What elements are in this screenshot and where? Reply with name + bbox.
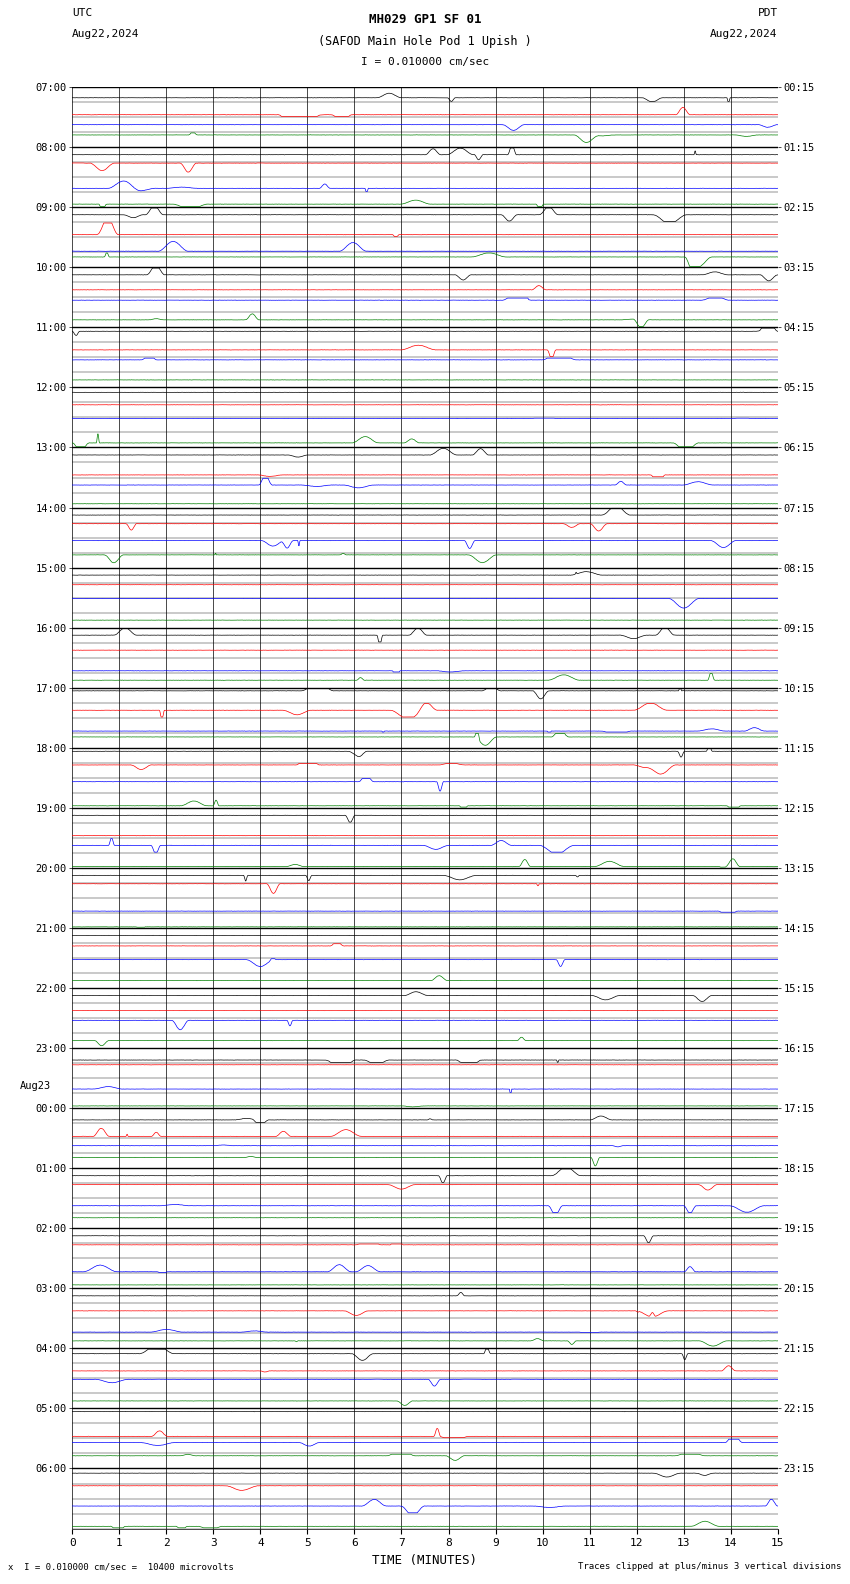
Text: MH029 GP1 SF 01: MH029 GP1 SF 01 (369, 13, 481, 25)
Text: (SAFOD Main Hole Pod 1 Upish ): (SAFOD Main Hole Pod 1 Upish ) (318, 35, 532, 48)
Text: UTC: UTC (72, 8, 93, 17)
Text: I = 0.010000 cm/sec: I = 0.010000 cm/sec (361, 57, 489, 67)
X-axis label: TIME (MINUTES): TIME (MINUTES) (372, 1554, 478, 1567)
Text: x  I = 0.010000 cm/sec =  10400 microvolts: x I = 0.010000 cm/sec = 10400 microvolts (8, 1562, 235, 1571)
Text: Aug23: Aug23 (20, 1080, 51, 1091)
Text: Aug22,2024: Aug22,2024 (72, 29, 139, 38)
Text: PDT: PDT (757, 8, 778, 17)
Text: Aug22,2024: Aug22,2024 (711, 29, 778, 38)
Text: Traces clipped at plus/minus 3 vertical divisions: Traces clipped at plus/minus 3 vertical … (578, 1562, 842, 1571)
